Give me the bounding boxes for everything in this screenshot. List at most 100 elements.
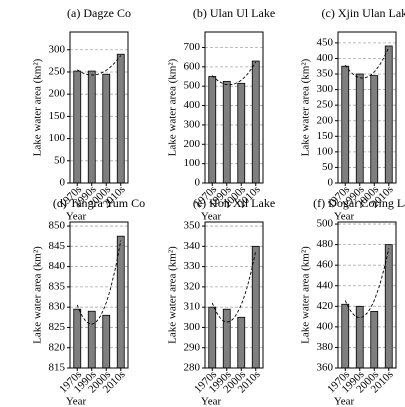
y-tick-label: 360 (317, 362, 334, 374)
plot-frame (204, 221, 264, 369)
plot-frame (69, 31, 129, 184)
y-tick-label: 150 (49, 110, 66, 122)
y-tick-label: 440 (317, 279, 334, 291)
y-tick-label: 0 (195, 177, 201, 189)
x-axis-label: Year (201, 211, 222, 223)
y-tick-label: 815 (49, 362, 66, 374)
bar (370, 75, 379, 184)
x-axis-label: Year (334, 396, 355, 407)
y-axis-label: Lake water area (km²) (32, 246, 44, 344)
bar (102, 314, 111, 369)
y-tick-label: 300 (317, 83, 334, 95)
bar (116, 53, 125, 184)
y-tick-label: 330 (184, 260, 201, 272)
bar (222, 80, 231, 184)
y-tick-label: 0 (60, 177, 66, 189)
bar (370, 311, 379, 369)
y-tick-label: 350 (317, 68, 334, 80)
y-tick-label: 50 (322, 161, 334, 173)
bar (87, 70, 96, 184)
y-tick-label: 300 (184, 321, 201, 333)
bar (102, 73, 111, 184)
panel-title: (e) Hoh Xil Lake (193, 196, 275, 210)
y-tick-label: 500 (184, 80, 201, 92)
y-tick-label: 200 (317, 114, 334, 126)
y-axis-label: Lake water area (km²) (167, 246, 179, 344)
y-tick-label: 835 (49, 280, 66, 292)
trend-line (211, 250, 257, 323)
panel: (c) Xjin Ulan Lake 0 50 100 150 200 250 300 350 4… (300, 6, 405, 223)
panel-title: (f) Dogai Coring Lake (313, 196, 405, 210)
y-tick-label: 290 (184, 341, 201, 353)
panel-title: (d) Tangra Yum Co (53, 196, 145, 210)
trend-line (344, 47, 390, 79)
y-tick-label: 280 (184, 362, 201, 374)
plot-frame (337, 221, 397, 369)
plot-frame (204, 31, 264, 184)
trend-line (344, 248, 390, 319)
bar (116, 235, 125, 369)
y-tick-label: 460 (317, 259, 334, 271)
y-tick-label: 700 (184, 41, 201, 53)
y-tick-label: 400 (184, 99, 201, 111)
x-axis-label: Year (66, 396, 87, 407)
x-axis-label: Year (66, 211, 87, 223)
y-axis-label: Lake water area (km²) (167, 58, 179, 156)
y-tick-label: 300 (184, 118, 201, 130)
panel: (a) Dagze Co0501001502002503001970s1990s… (32, 6, 131, 223)
y-tick-label: 100 (184, 157, 201, 169)
bar (237, 82, 246, 184)
trend-line (211, 61, 257, 86)
y-tick-label: 500 (317, 218, 334, 230)
y-tick-label: 480 (317, 238, 334, 250)
y-tick-label: 420 (317, 300, 334, 312)
panel-title: (c) Xjin Ulan Lake (322, 6, 405, 20)
y-tick-label: 840 (49, 260, 66, 272)
bar (87, 310, 96, 369)
trend-line (76, 240, 122, 325)
y-tick-label: 200 (184, 138, 201, 150)
panel: (d) Tangra Yum Co 815 820 825 830 835 840 845 85… (32, 196, 146, 407)
y-tick-label: 0 (328, 177, 334, 189)
bar (355, 305, 364, 369)
y-tick-label: 850 (49, 220, 66, 232)
y-tick-label: 300 (49, 43, 66, 55)
bar (73, 70, 82, 184)
y-tick-label: 845 (49, 240, 66, 252)
y-tick-label: 150 (317, 130, 334, 142)
bar (341, 65, 350, 184)
y-tick-label: 200 (49, 88, 66, 100)
panel: (f) Dogai Coring Lake 360 380 400 420 440 460 4… (300, 196, 405, 407)
y-tick-label: 600 (184, 60, 201, 72)
y-tick-label: 400 (317, 52, 334, 64)
bar (251, 245, 260, 369)
x-axis-label: Year (334, 211, 355, 223)
y-tick-label: 450 (317, 36, 334, 48)
panel-title: (a) Dagze Co (67, 6, 131, 20)
y-tick-label: 400 (317, 320, 334, 332)
y-tick-label: 310 (184, 301, 201, 313)
bar (341, 303, 350, 369)
y-tick-label: 100 (317, 145, 334, 157)
panel: (b) Ulan Ul Lake010020030040050060070019… (167, 6, 276, 223)
trend-line (77, 55, 122, 76)
y-tick-label: 825 (49, 321, 66, 333)
bar (208, 306, 217, 369)
x-axis-label: Year (201, 396, 222, 407)
plot-frame (69, 221, 129, 369)
y-tick-label: 320 (184, 280, 201, 292)
y-tick-label: 100 (49, 132, 66, 144)
y-tick-label: 820 (49, 341, 66, 353)
y-axis-label: Lake water area (km²) (300, 58, 312, 156)
y-axis-label: Lake water area (km²) (300, 246, 312, 344)
panel-title: (b) Ulan Ul Lake (193, 6, 275, 20)
bar (222, 308, 231, 369)
bar (73, 308, 82, 369)
bar (208, 76, 217, 184)
y-tick-label: 50 (54, 154, 66, 166)
bar (237, 316, 246, 369)
y-tick-label: 830 (49, 301, 66, 313)
panel: (e) Hoh Xil Lake 280 290 300 310 320 330 340 350… (167, 196, 276, 407)
y-tick-label: 250 (49, 66, 66, 78)
